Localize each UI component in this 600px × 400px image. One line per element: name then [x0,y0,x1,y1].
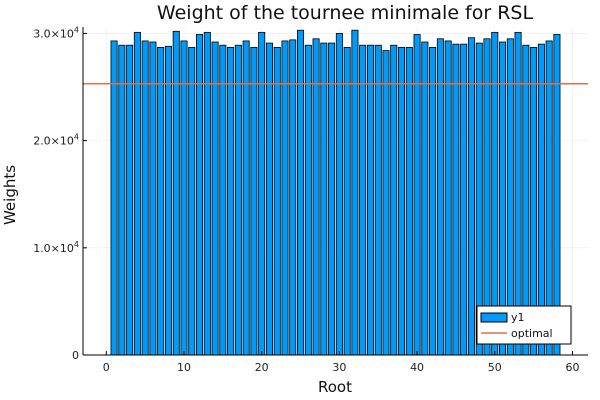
bar-44 [444,40,452,356]
bar-27 [312,38,320,356]
bar-14 [211,41,219,356]
bar-4 [133,31,141,356]
bar-39 [405,46,413,356]
bar-36 [382,50,390,356]
bar-16 [227,46,235,356]
x-tick-label-1: 10 [177,361,191,374]
bar-26 [304,44,312,356]
bar-9 [172,30,180,356]
bar-41 [421,41,429,356]
legend-box [476,305,572,345]
bar-24 [289,39,297,356]
bar-17 [234,44,242,356]
bar-20 [258,31,266,356]
bar-5 [141,40,149,356]
y-tick-label-3: 3.0×104 [33,25,79,40]
bar-19 [250,46,258,356]
x-axis-label: Root [318,378,352,396]
bar-30 [335,33,343,356]
legend-swatch-y1 [480,312,508,323]
bar-11 [188,46,196,356]
bar-40 [413,34,421,356]
x-ticks: 0 10 20 30 40 50 60 [103,351,579,374]
bar-22 [273,46,281,356]
bar-31 [343,46,351,356]
bar-33 [359,44,367,356]
bar-7 [157,46,165,356]
y-tick-label-0: 0 [72,349,79,362]
bar-35 [374,44,382,356]
bar-10 [180,40,188,356]
bar-38 [398,46,406,356]
bar-25 [297,29,305,356]
bar-12 [196,34,204,356]
bars-group [110,29,561,356]
legend-label-y1: y1 [511,311,525,324]
legend-label-optimal: optimal [511,327,553,340]
bar-15 [219,44,227,356]
bar-37 [390,44,398,356]
x-tick-label-5: 50 [488,361,502,374]
x-tick-label-3: 30 [332,361,346,374]
x-tick-label-2: 20 [255,361,269,374]
bar-21 [265,42,273,356]
y-axis-label: Weights [1,165,19,225]
bar-43 [436,38,444,356]
bar-6 [149,41,157,356]
bar-3 [126,44,134,356]
axes-frame [82,27,588,356]
bar-13 [203,31,211,356]
bar-47 [467,37,475,356]
y-tick-label-1: 1.0×104 [33,240,79,255]
bar-34 [366,44,374,356]
y-ticks: 0 1.0×104 2.0×104 3.0×104 [33,25,87,362]
x-tick-label-4: 40 [410,361,424,374]
bar-23 [281,40,289,356]
bar-2 [118,44,126,356]
bar-8 [164,45,172,356]
bar-18 [242,40,250,356]
y-tick-label-2: 2.0×104 [33,133,79,148]
bar-42 [429,46,437,356]
bar-45 [452,43,460,356]
bar-46 [460,43,468,356]
x-tick-label-6: 60 [565,361,579,374]
chart-title: Weight of the tournee minimale for RSL [157,2,534,24]
bar-1 [110,40,118,356]
bar-29 [328,42,336,356]
bar-32 [351,29,359,356]
bar-28 [320,42,328,356]
legend: y1 optimal [476,305,572,345]
x-tick-label-0: 0 [103,361,110,374]
